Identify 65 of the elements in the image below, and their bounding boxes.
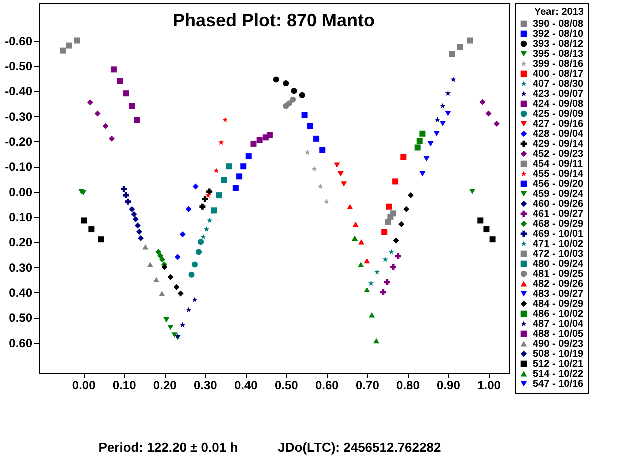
y-tick-label: -0.30 xyxy=(5,110,33,124)
x-tick-label: 0.90 xyxy=(437,378,461,392)
text: Period: 122.20 ± 0.01 h xyxy=(98,440,238,455)
y-tick-label: 0.30 xyxy=(9,260,33,275)
legend-label: 459 - 09/24 xyxy=(533,189,584,200)
legend-label: 490 - 09/23 xyxy=(533,339,584,350)
y-tick-label: -0.60 xyxy=(5,34,33,48)
legend-label: 427 - 09/16 xyxy=(533,119,584,130)
y-tick-label: 0.10 xyxy=(9,210,33,224)
legend-label: 399 - 08/16 xyxy=(533,59,584,70)
x-tick-label: 0.60 xyxy=(315,378,340,392)
x-tick-label: 0.40 xyxy=(234,378,258,392)
legend-label: 425 - 09/09 xyxy=(533,109,584,120)
legend-label: 390 - 08/08 xyxy=(533,19,584,30)
legend-label: 461 - 09/27 xyxy=(533,209,584,220)
legend-label: 407 - 08/30 xyxy=(533,79,584,90)
legend-label: 455 - 09/14 xyxy=(533,169,584,180)
legend-label: 487 - 10/04 xyxy=(533,319,584,330)
legend-label: 481 - 09/25 xyxy=(533,269,584,280)
legend-label: 471 - 10/02 xyxy=(533,239,584,250)
legend-label: 460 - 09/26 xyxy=(533,199,584,210)
legend-label: 468 - 09/29 xyxy=(533,219,584,230)
y-tick-label: 0.00 xyxy=(9,185,33,200)
legend-label: 456 - 09/20 xyxy=(533,179,584,190)
x-tick-label: 0.20 xyxy=(153,378,178,392)
legend-label: 480 - 09/24 xyxy=(533,259,584,270)
legend-label: 395 - 08/13 xyxy=(533,49,584,60)
legend-label: 392 - 08/10 xyxy=(533,29,584,40)
y-tick-label: 0.50 xyxy=(9,311,33,326)
text: JDo(LTC): 2456512.762282 xyxy=(278,440,442,455)
x-tick-label: 0.00 xyxy=(72,378,96,392)
y-tick-label: -0.50 xyxy=(5,59,33,74)
legend-label: 514 - 10/22 xyxy=(533,369,584,380)
legend-label: 428 - 09/04 xyxy=(533,129,584,140)
y-tick-label: -0.40 xyxy=(5,84,33,99)
y-tick-label: 0.40 xyxy=(9,286,33,300)
legend-label: 454 - 09/11 xyxy=(533,159,584,170)
legend-title: Year: 2013 xyxy=(534,7,584,18)
legend-label: 484 - 09/29 xyxy=(533,299,584,310)
legend-label: 482 - 09/26 xyxy=(533,279,584,290)
y-tick-label: 0.20 xyxy=(9,236,33,250)
y-tick-label: -0.20 xyxy=(5,134,33,149)
legend-label: 393 - 08/12 xyxy=(533,39,584,50)
y-tick-label: 0.60 xyxy=(9,336,33,350)
x-tick-label: 0.10 xyxy=(112,378,137,392)
x-tick-label: 0.80 xyxy=(396,378,420,392)
legend-label: 469 - 10/01 xyxy=(533,229,584,240)
legend-label: 424 - 09/08 xyxy=(533,99,584,110)
x-tick-label: 0.50 xyxy=(274,378,299,392)
legend-label: 547 - 10/16 xyxy=(533,379,584,390)
chart-title: Phased Plot: 870 Manto xyxy=(172,10,376,30)
x-tick-label: 1.00 xyxy=(478,378,502,392)
legend-label: 488 - 10/05 xyxy=(533,329,584,340)
x-tick-label: 0.30 xyxy=(194,378,218,392)
legend-label: 486 - 10/02 xyxy=(533,309,584,320)
legend-label: 423 - 09/07 xyxy=(533,89,584,100)
legend-label: 400 - 08/17 xyxy=(533,69,584,80)
legend-label: 452 - 09/23 xyxy=(533,149,584,160)
legend-label: 483 - 09/27 xyxy=(533,289,584,300)
legend-label: 472 - 10/03 xyxy=(533,249,584,260)
legend-label: 512 - 10/21 xyxy=(533,359,584,370)
x-tick-label: 0.70 xyxy=(356,378,380,392)
legend-label: 429 - 09/14 xyxy=(533,139,584,150)
y-tick-label: -0.10 xyxy=(5,160,33,174)
legend-label: 508 - 10/19 xyxy=(533,349,584,360)
